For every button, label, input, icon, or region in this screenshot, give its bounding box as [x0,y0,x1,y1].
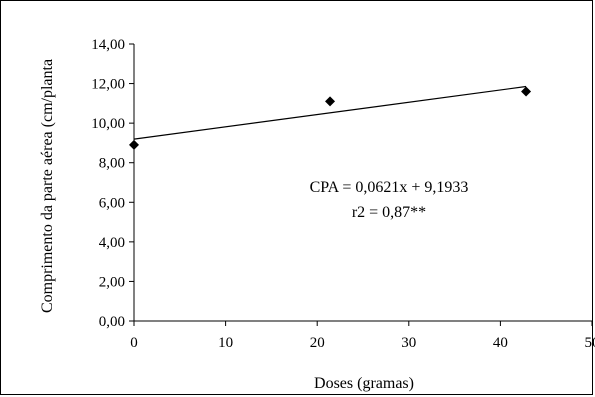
x-tick-label: 20 [310,335,325,351]
r2-annotation: r2 = 0,87** [352,204,426,221]
equation-annotation: CPA = 0,0621x + 9,1933 [310,179,469,196]
x-tick-label: 0 [130,335,138,351]
axes: 0,00 2,00 4,00 6,00 8,00 10,00 12,00 14,00 0 10 20… [91,37,595,351]
y-tick-label: 14,00 [91,37,125,53]
trendline [133,85,527,140]
x-tick-label: 10 [218,335,233,351]
y-tick-label: 6,00 [99,195,125,211]
data-point [325,96,336,107]
trendline-group [133,85,527,140]
points-group [129,86,532,150]
y-tick-label: 0,00 [99,314,125,330]
y-tick-label: 2,00 [99,274,125,290]
x-tick-label: 50 [585,335,595,351]
y-tick-label: 12,00 [91,77,125,93]
x-tick-label: 30 [401,335,416,351]
data-point [521,86,532,97]
data-point [129,139,139,150]
x-tick-label: 40 [493,335,508,351]
y-tick-label: 8,00 [99,156,125,172]
x-axis-label: Doses (gramas) [314,375,414,392]
y-tick-label: 4,00 [99,235,125,251]
y-axis-label: Comprimento da parte aérea (cm/planta [39,59,56,313]
y-tick-label: 10,00 [91,116,125,132]
